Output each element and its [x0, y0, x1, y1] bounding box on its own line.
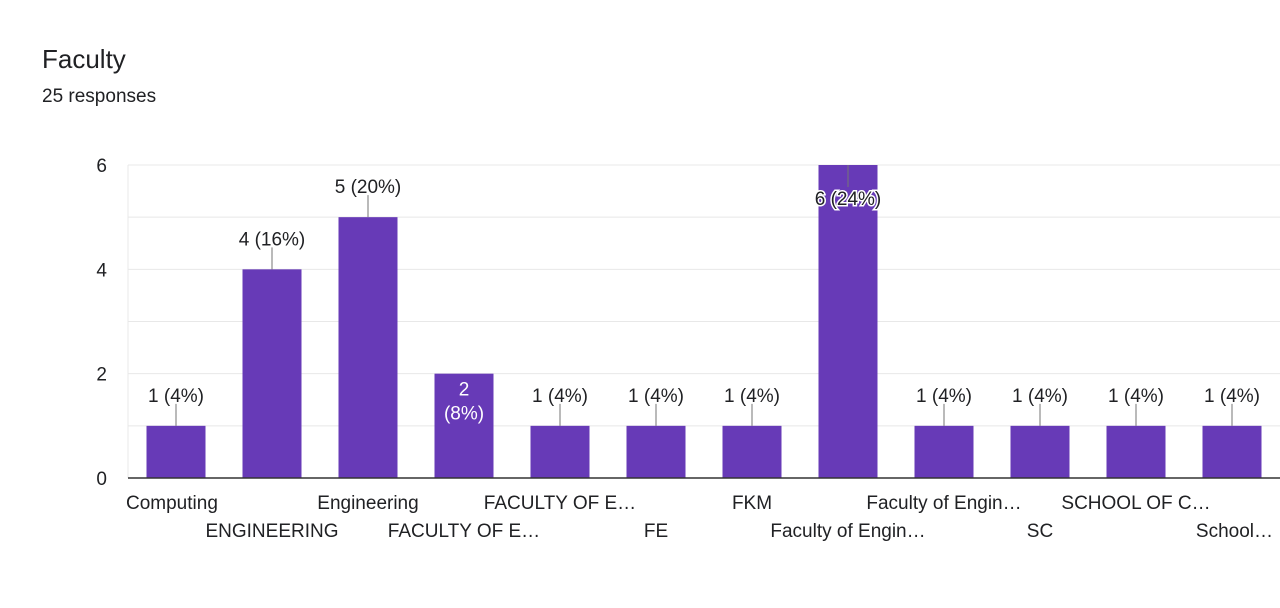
data-label: 1 (4%)	[1012, 386, 1068, 407]
data-label: 1 (4%)	[628, 386, 684, 407]
x-tick-label: Faculty of Engin…	[770, 521, 925, 542]
data-label: 1 (4%)	[1108, 386, 1164, 407]
y-tick-label: 4	[96, 260, 107, 281]
x-tick-label: FE	[644, 521, 668, 542]
data-label: 4 (16%)	[239, 229, 306, 250]
data-label: 5 (20%)	[335, 177, 402, 198]
bar	[146, 425, 206, 478]
x-tick-label: Faculty of Engin…	[866, 493, 1021, 514]
x-tick-label: FACULTY OF E…	[484, 493, 636, 514]
bar	[1106, 425, 1166, 478]
bar	[818, 165, 878, 478]
chart-title: Faculty	[42, 44, 126, 74]
bar	[1202, 425, 1262, 478]
bar	[242, 269, 302, 478]
x-tick-label: SCHOOL OF C…	[1061, 493, 1210, 514]
data-label: 1 (4%)	[532, 386, 588, 407]
x-tick-label: FACULTY OF E…	[388, 521, 540, 542]
y-tick-label: 0	[96, 469, 107, 490]
response-count: 25 responses	[42, 86, 157, 107]
bar	[1010, 425, 1070, 478]
data-label: 1 (4%)	[1204, 386, 1260, 407]
x-tick-label: ENGINEERING	[205, 521, 338, 542]
bar	[434, 373, 494, 478]
bar	[338, 217, 398, 478]
bar	[914, 425, 974, 478]
x-tick-label: Computing	[126, 493, 218, 514]
y-tick-label: 6	[96, 156, 107, 177]
x-tick-label: SC	[1027, 521, 1053, 542]
data-label: 6 (24%)	[815, 189, 882, 210]
bar	[722, 425, 782, 478]
data-label: 1 (4%)	[724, 386, 780, 407]
bar	[530, 425, 590, 478]
data-label: 2 (8%)	[444, 380, 484, 425]
bar	[626, 425, 686, 478]
x-tick-label: School…	[1196, 521, 1273, 542]
data-label: 1 (4%)	[916, 386, 972, 407]
x-tick-label: Engineering	[317, 493, 418, 514]
data-label: 1 (4%)	[148, 386, 204, 407]
y-tick-label: 2	[96, 365, 107, 386]
x-tick-label: FKM	[732, 493, 772, 514]
